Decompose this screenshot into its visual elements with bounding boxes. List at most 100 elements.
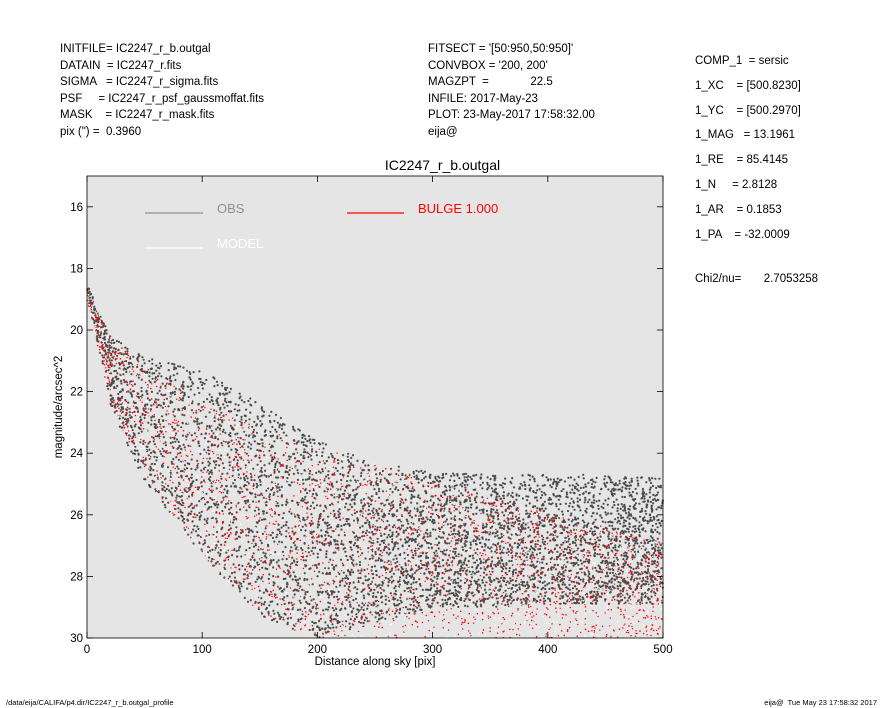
obs-point — [280, 616, 283, 619]
obs-point — [577, 577, 581, 580]
obs-point — [169, 451, 172, 454]
obs-point — [301, 548, 304, 552]
obs-point — [173, 363, 176, 366]
obs-point — [254, 495, 257, 499]
obs-point — [395, 615, 398, 618]
obs-point — [507, 527, 510, 531]
obs-point — [210, 429, 213, 432]
obs-point — [616, 507, 619, 510]
obs-point — [338, 621, 341, 624]
obs-point — [313, 507, 316, 510]
obs-point — [468, 570, 471, 573]
obs-point — [649, 535, 653, 538]
obs-point — [500, 570, 504, 573]
obs-point — [430, 546, 433, 549]
obs-point — [103, 336, 106, 339]
obs-point — [623, 581, 626, 584]
component-param-line: 1_YC = [500.2970] — [695, 104, 801, 117]
obs-point — [638, 601, 642, 604]
obs-point — [405, 576, 408, 580]
obs-point — [434, 528, 437, 531]
obs-point — [159, 450, 162, 453]
obs-point — [322, 447, 325, 450]
obs-point — [262, 551, 265, 554]
obs-point — [332, 530, 335, 533]
obs-point — [303, 534, 306, 537]
obs-point — [216, 445, 219, 448]
obs-point — [328, 544, 331, 547]
obs-point — [275, 504, 278, 507]
obs-point — [265, 475, 268, 478]
obs-point — [320, 529, 323, 532]
obs-point — [556, 563, 560, 567]
obs-point — [192, 480, 195, 483]
obs-point — [428, 594, 431, 597]
obs-point — [329, 541, 332, 544]
obs-point — [644, 510, 647, 513]
obs-point — [548, 587, 551, 591]
obs-point — [312, 605, 315, 608]
obs-point — [171, 392, 174, 395]
obs-point — [393, 524, 396, 527]
obs-point — [278, 528, 281, 531]
obs-point — [190, 482, 194, 485]
obs-point — [579, 568, 582, 571]
obs-point — [620, 490, 623, 493]
obs-point — [611, 571, 615, 575]
obs-point — [326, 608, 329, 611]
obs-point — [330, 452, 333, 455]
obs-point — [247, 461, 251, 464]
obs-point — [175, 438, 179, 441]
obs-point — [113, 370, 116, 373]
obs-point — [118, 425, 121, 428]
obs-point — [211, 548, 214, 552]
obs-point — [120, 408, 123, 411]
obs-point — [496, 534, 499, 537]
obs-point — [445, 489, 448, 492]
obs-point — [535, 571, 538, 574]
obs-point — [162, 436, 165, 439]
obs-point — [523, 581, 526, 584]
obs-point — [472, 601, 475, 604]
obs-point — [91, 311, 94, 314]
obs-point — [254, 600, 257, 603]
obs-point — [421, 563, 424, 567]
obs-point — [575, 561, 578, 565]
obs-point — [632, 539, 635, 542]
obs-point — [230, 439, 233, 442]
obs-point — [591, 530, 594, 533]
obs-point — [417, 470, 420, 473]
obs-point — [377, 557, 380, 560]
obs-point — [565, 491, 568, 494]
obs-point — [444, 580, 447, 583]
obs-point — [654, 545, 657, 548]
obs-point — [638, 545, 641, 548]
obs-point — [378, 553, 381, 556]
obs-point — [603, 478, 606, 481]
obs-point — [324, 534, 327, 537]
obs-point — [491, 532, 494, 535]
obs-point — [336, 540, 339, 543]
obs-point — [229, 424, 232, 427]
obs-point — [444, 599, 447, 602]
obs-point — [275, 561, 278, 564]
obs-point — [546, 531, 549, 534]
obs-point — [345, 574, 348, 578]
obs-point — [397, 547, 400, 550]
obs-point — [156, 426, 159, 429]
obs-point — [318, 629, 321, 632]
obs-point — [414, 599, 417, 602]
obs-point — [272, 493, 275, 496]
obs-point — [352, 599, 355, 602]
obs-point — [562, 541, 565, 544]
obs-point — [557, 498, 560, 501]
obs-point — [374, 468, 377, 471]
obs-point — [454, 600, 457, 603]
obs-point — [222, 428, 225, 431]
obs-point — [621, 486, 624, 489]
obs-point — [619, 535, 622, 538]
obs-point — [224, 568, 227, 571]
obs-point — [604, 475, 607, 478]
obs-point — [325, 530, 328, 533]
obs-point — [620, 517, 623, 520]
